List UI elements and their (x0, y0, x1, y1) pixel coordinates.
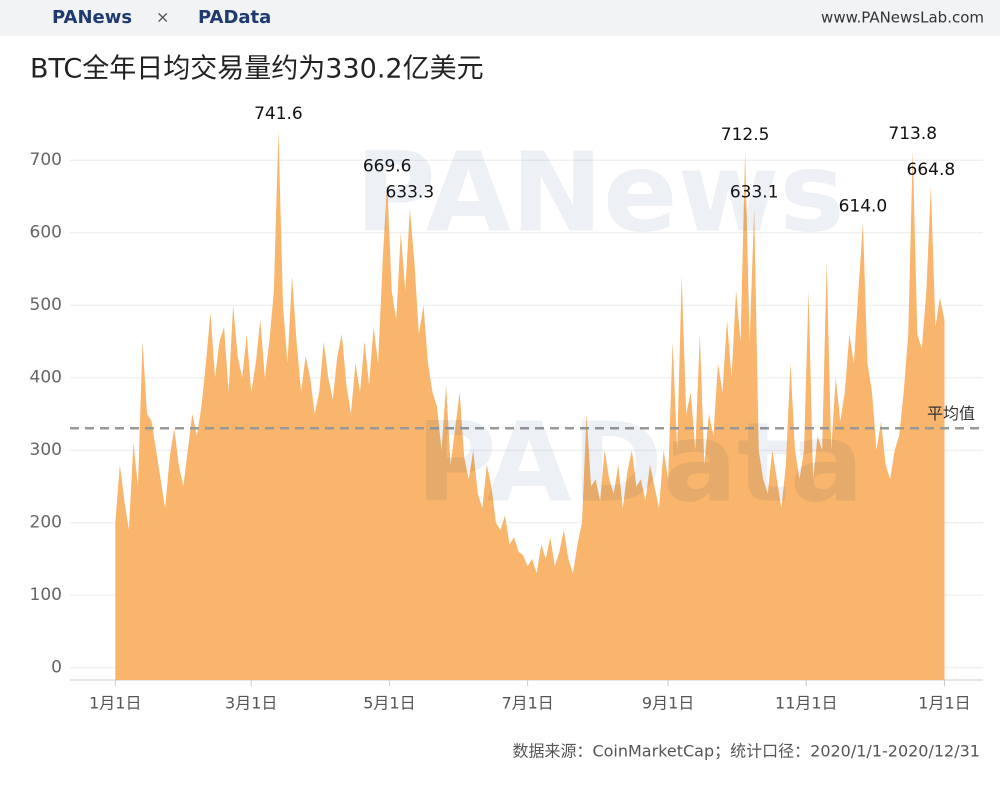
x-tick-label: 1月1日 (918, 694, 970, 713)
y-tick-label: 700 (30, 150, 62, 170)
x-tick-label: 1月1日 (89, 694, 141, 713)
plot: 0 100 200 300 400 500 600 700 1月1日 3月1日 5月1日 7月1日 9月… (30, 104, 983, 713)
data-label: 712.5 (721, 125, 770, 145)
data-label: 614.0 (839, 197, 888, 217)
watermark: PAData (416, 398, 864, 526)
data-label: 633.1 (730, 183, 779, 203)
area (115, 130, 945, 680)
data-label: 633.3 (385, 183, 434, 203)
data-label: 741.6 (254, 104, 303, 124)
brand-separator: × (156, 8, 169, 27)
average-label: 平均值 (927, 404, 975, 423)
x-tick-label: 7月1日 (501, 694, 553, 713)
y-tick-label: 200 (30, 513, 62, 533)
x-tick-label: 5月1日 (363, 694, 415, 713)
y-tick-label: 500 (30, 295, 62, 315)
y-tick-label: 300 (30, 440, 62, 460)
y-tick-label: 600 (30, 223, 62, 243)
chart-title: BTC全年日均交易量约为330.2亿美元 (30, 54, 484, 85)
x-tick-label: 9月1日 (642, 694, 694, 713)
header-bar (0, 0, 1000, 36)
data-label: 664.8 (907, 160, 956, 180)
y-tick-label: 100 (30, 585, 62, 605)
y-tick-label: 0 (51, 658, 62, 678)
data-label: 669.6 (363, 156, 412, 176)
x-tick-label: 3月1日 (225, 694, 277, 713)
watermark: PANews (355, 128, 844, 256)
data-label: 713.8 (888, 124, 937, 144)
site-url: www.PANewsLab.com (821, 9, 984, 27)
y-tick-label: 400 (30, 368, 62, 388)
brand: PAData (198, 7, 271, 28)
x-tick-label: 11月1日 (775, 694, 838, 713)
brand: PANews (52, 7, 132, 28)
source-note: 数据来源：CoinMarketCap；统计口径：2020/1/1-2020/12… (512, 742, 980, 761)
